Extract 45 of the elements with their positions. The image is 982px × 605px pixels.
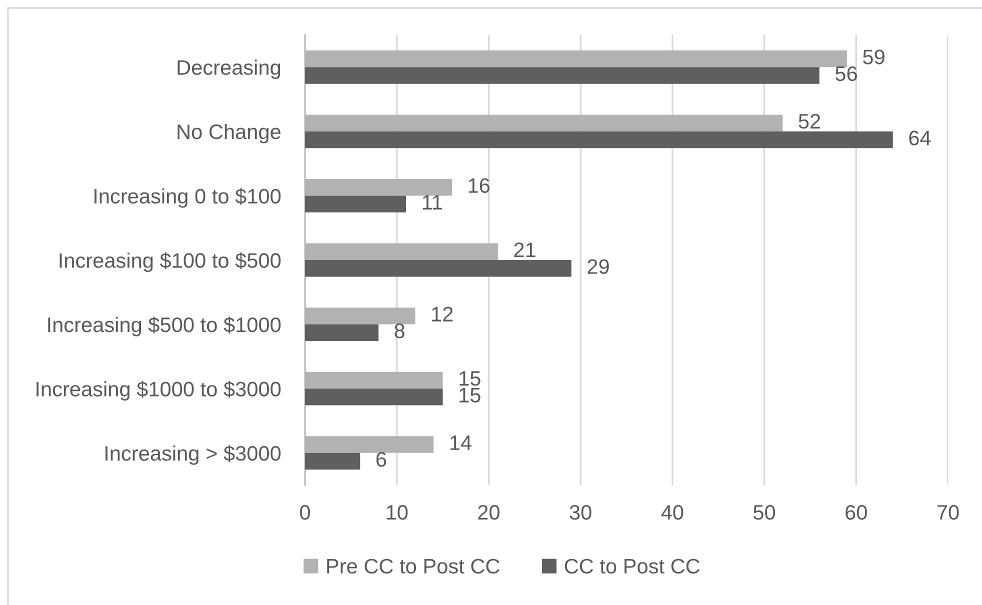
- data-label: 56: [836, 66, 857, 82]
- x-tick-label: 30: [570, 504, 592, 520]
- data-label: 52: [798, 114, 820, 129]
- x-tick-label: 40: [661, 504, 684, 520]
- bar: [305, 196, 406, 212]
- bar: [305, 67, 820, 84]
- y-tick-label: Increasing 0 to $100: [94, 188, 281, 208]
- bar: [305, 324, 378, 341]
- data-label: 8: [394, 323, 404, 338]
- data-label: 29: [588, 259, 609, 274]
- bar: [305, 372, 443, 389]
- data-label: 6: [376, 452, 386, 467]
- data-label: 21: [514, 242, 536, 258]
- bar: [305, 114, 783, 132]
- x-tick-label: 10: [386, 504, 408, 520]
- bar: [305, 308, 416, 324]
- bar: [305, 243, 498, 260]
- data-label: 64: [909, 130, 931, 146]
- y-tick-label: Increasing > $3000: [106, 445, 281, 465]
- x-tick-label: 20: [478, 504, 500, 520]
- data-label: 14: [450, 436, 472, 450]
- data-label: 16: [468, 178, 490, 193]
- bar: [305, 452, 360, 470]
- bar: [305, 131, 893, 148]
- x-tick-label: 0: [300, 504, 310, 520]
- x-tick-label: 70: [937, 504, 959, 520]
- bar: [305, 50, 847, 68]
- legend-label: Pre CC to Post CC: [327, 558, 500, 574]
- bar: [305, 179, 452, 196]
- bar: [305, 436, 434, 453]
- y-tick-label: Increasing $500 to $1000: [48, 316, 281, 336]
- y-tick-label: No Change: [178, 124, 280, 144]
- data-label: 12: [432, 306, 453, 322]
- y-tick-label: Decreasing: [178, 60, 280, 80]
- data-label: 11: [422, 195, 442, 210]
- legend-label: CC to Post CC: [564, 558, 700, 574]
- data-label: 15: [460, 371, 480, 386]
- bar: [305, 388, 443, 406]
- data-label: 59: [863, 50, 884, 64]
- y-tick-label: Increasing $1000 to $3000: [36, 380, 281, 401]
- x-tick-label: 60: [846, 504, 867, 520]
- y-tick-label: Increasing $100 to $500: [60, 252, 281, 272]
- data-label: 15: [460, 388, 480, 403]
- bar: [305, 260, 572, 277]
- x-tick-label: 50: [754, 504, 776, 520]
